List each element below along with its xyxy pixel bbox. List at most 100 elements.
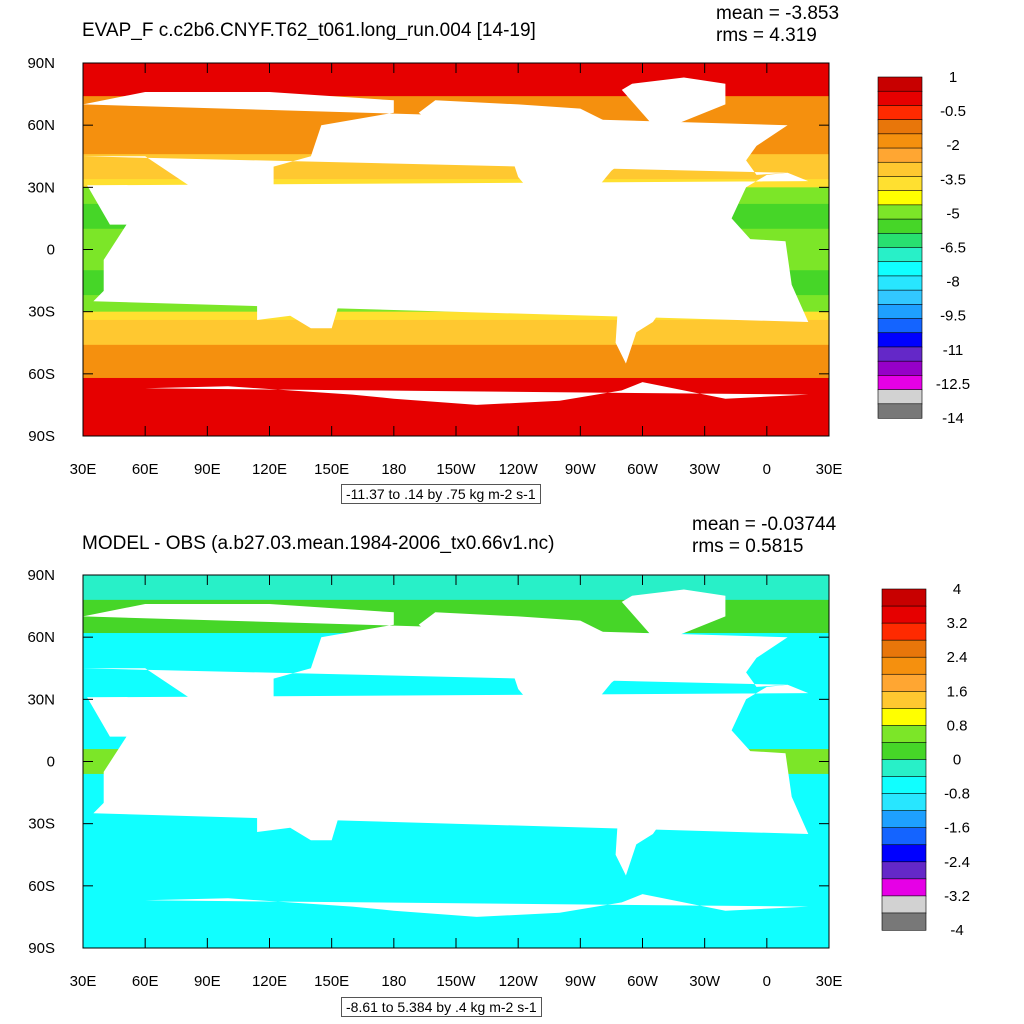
colorbar-cell — [877, 375, 923, 391]
colorbar-label: -2 — [946, 137, 959, 154]
field-band — [83, 840, 829, 850]
colorbar-cell — [881, 673, 927, 692]
x-tick-label: 120E — [252, 973, 287, 990]
evap-panel: EVAP_F c.c2b6.CNYF.T62_t061.long_run.004… — [27, 3, 970, 504]
field-band — [83, 162, 829, 172]
x-tick-label: 30W — [689, 973, 721, 990]
x-tick-label: 150E — [314, 461, 349, 478]
colorbar-cell — [881, 742, 927, 761]
colorbar-cell — [881, 895, 927, 914]
field-band — [83, 682, 829, 692]
ocean-field — [83, 575, 829, 948]
colorbar-cell — [881, 810, 927, 829]
colorbar-cell — [877, 119, 923, 135]
y-tick-label: 90S — [28, 428, 55, 445]
colorbar-cell — [881, 708, 927, 727]
field-band — [83, 583, 829, 593]
y-tick-label: 60N — [27, 117, 55, 134]
land-mask — [621, 589, 726, 638]
x-tick-label: 30E — [70, 973, 97, 990]
field-band — [83, 311, 829, 321]
x-tick-label: 150W — [436, 461, 476, 478]
field-band — [83, 402, 829, 412]
colorbar-label: -9.5 — [940, 308, 966, 325]
x-tick-label: 60E — [132, 973, 159, 990]
y-tick-label: 0 — [47, 754, 55, 771]
colorbar-label: -11 — [943, 342, 964, 359]
x-tick-label: 0 — [763, 461, 771, 478]
colorbar-cell — [881, 793, 927, 812]
field-band — [83, 386, 829, 396]
colorbar-label: -6.5 — [940, 240, 966, 257]
y-tick-label: 90N — [27, 567, 55, 584]
colorbar-cell — [877, 275, 923, 291]
colorbar-cell — [877, 304, 923, 320]
colorbar-cell — [877, 346, 923, 362]
colorbar-label: -4 — [950, 922, 963, 939]
rms-value: rms = 4.319 — [716, 25, 817, 46]
colorbar-label: -12.5 — [936, 376, 970, 393]
colorbar-cell — [877, 389, 923, 405]
field-band — [83, 79, 829, 89]
field-band — [83, 344, 829, 354]
land-mask — [601, 228, 695, 364]
colorbar-cell — [877, 261, 923, 277]
colorbar-cell — [877, 161, 923, 178]
field-band — [83, 319, 829, 329]
field-band — [83, 608, 829, 617]
field-band — [83, 377, 829, 387]
land-mask — [418, 612, 653, 745]
x-tick-label: 150E — [314, 973, 349, 990]
colorbar-cell — [877, 147, 923, 163]
x-tick-label: 60E — [132, 461, 159, 478]
field-band — [83, 898, 829, 908]
mean-value: mean = -0.03744 — [692, 514, 837, 535]
colorbar-cell — [877, 218, 923, 234]
y-tick-label: 30N — [27, 691, 55, 708]
x-tick-label: 30E — [816, 461, 843, 478]
colorbar-label: 0 — [953, 752, 961, 769]
colorbar-cell — [877, 76, 923, 92]
land-mask — [87, 172, 809, 322]
field-band — [83, 931, 829, 941]
colorbar-label: 4 — [953, 581, 961, 598]
colorbar-label: -5 — [946, 205, 959, 222]
x-tick-label: 90W — [565, 973, 597, 990]
colorbar-cell — [881, 878, 927, 897]
x-tick-label: 180 — [381, 973, 406, 990]
field-band — [83, 856, 829, 866]
y-tick-label: 30S — [28, 304, 55, 321]
colorbar-label: 0.8 — [947, 717, 968, 734]
colorbar-cell — [877, 232, 923, 249]
field-band — [83, 873, 829, 883]
field-band — [83, 823, 829, 833]
colorbar-cell — [881, 912, 927, 931]
land-mask — [621, 77, 726, 126]
colorbar-label: -0.5 — [940, 103, 966, 120]
colorbar-label: -2.4 — [944, 854, 970, 871]
field-band — [83, 599, 829, 609]
x-tick-label: 90W — [565, 461, 597, 478]
colorbar-label: 1.6 — [947, 683, 968, 700]
field-band — [83, 411, 829, 420]
colorbar-cell — [877, 176, 923, 192]
field-band — [83, 674, 829, 684]
contour-range-label: -11.37 to .14 by .75 kg m-2 s-1 — [341, 484, 541, 504]
x-tick-label: 90E — [194, 461, 221, 478]
field-band — [83, 865, 829, 874]
field-band — [83, 881, 829, 891]
colorbar-label: -0.8 — [944, 786, 970, 803]
field-band — [83, 923, 829, 932]
colorbar-cell — [877, 204, 923, 220]
colorbar-label: -8 — [946, 274, 959, 291]
colorbar-label: -3.5 — [940, 171, 966, 188]
colorbar-cell — [881, 605, 927, 624]
rms-value: rms = 0.5815 — [692, 536, 804, 557]
x-tick-label: 60W — [627, 461, 659, 478]
panel-title: MODEL - OBS (a.b27.03.mean.1984-2006_tx0… — [82, 533, 555, 554]
colorbar-cell — [881, 691, 927, 709]
x-tick-label: 90E — [194, 973, 221, 990]
colorbar-cell — [881, 588, 927, 607]
field-band — [83, 336, 829, 346]
y-tick-label: 90N — [27, 55, 55, 72]
